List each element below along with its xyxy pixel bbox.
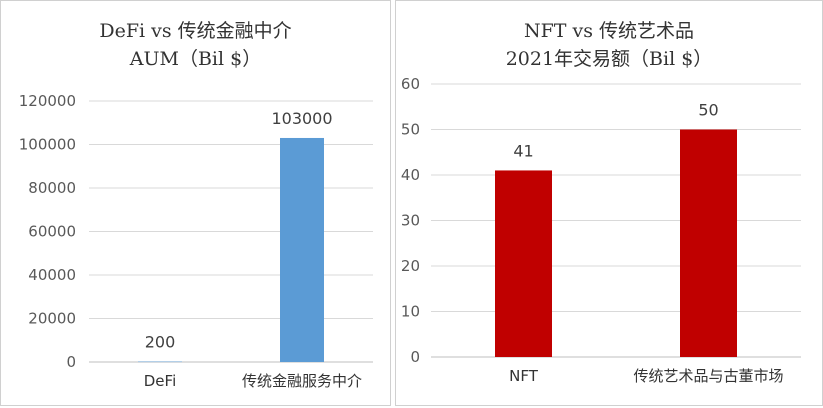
y-tick-label: 20000 (28, 310, 76, 328)
y-tick-label: 0 (410, 348, 420, 366)
y-tick-label: 40000 (28, 266, 76, 284)
y-tick-label: 20 (401, 257, 420, 275)
y-tick-label: 60000 (28, 223, 76, 241)
y-tick-label: 40 (401, 166, 420, 184)
data-label: 103000 (271, 109, 332, 128)
data-label: 41 (513, 141, 533, 160)
y-tick-label: 30 (401, 212, 420, 230)
chart-subtitle-trading: 2021年交易额（Bil $） (505, 48, 713, 70)
data-label: 50 (698, 101, 718, 120)
chart-subtitle-aum: AUM（Bil $） (129, 48, 262, 70)
y-tick-label: 120000 (19, 92, 76, 110)
category-label: 传统金融服务中介 (242, 372, 362, 390)
y-tick-label: 60 (401, 75, 420, 93)
y-tick-label: 0 (66, 353, 76, 371)
y-tick-label: 100000 (19, 136, 76, 154)
chart-plot-trading: 0 10 20 30 40 50 60 41 NFT 50 传统艺术品与古董市场 (401, 75, 801, 385)
y-tick-label: 80000 (28, 179, 76, 197)
category-label: 传统艺术品与古董市场 (633, 367, 783, 385)
chart-panel-aum: DeFi vs 传统金融中介 AUM（Bil $） 0 20000 40000 600… (0, 0, 391, 406)
category-label: DeFi (144, 372, 176, 390)
bar (138, 361, 182, 363)
bar (280, 137, 324, 362)
y-tick-label: 50 (401, 121, 420, 139)
chart-title-trading: NFT vs 传统艺术品 (523, 20, 695, 42)
y-tick-label: 10 (401, 303, 420, 321)
chart-title-aum: DeFi vs 传统金融中介 (99, 20, 292, 42)
bar (680, 129, 737, 357)
category-label: NFT (509, 367, 539, 385)
bar (495, 170, 552, 357)
chart-plot-aum: 0 20000 40000 60000 80000 100000 120000 200 DeFi… (19, 92, 373, 390)
data-label: 200 (145, 333, 176, 352)
chart-panel-trading: NFT vs 传统艺术品 2021年交易额（Bil $） 0 10 20 30 40 50… (395, 0, 823, 406)
